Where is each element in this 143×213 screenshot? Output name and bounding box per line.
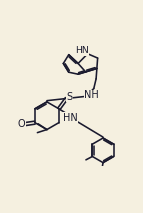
Text: O: O <box>18 119 25 129</box>
Text: S: S <box>66 92 72 102</box>
Text: NH: NH <box>84 90 99 100</box>
Text: HN: HN <box>75 46 89 56</box>
Text: HN: HN <box>63 113 78 123</box>
